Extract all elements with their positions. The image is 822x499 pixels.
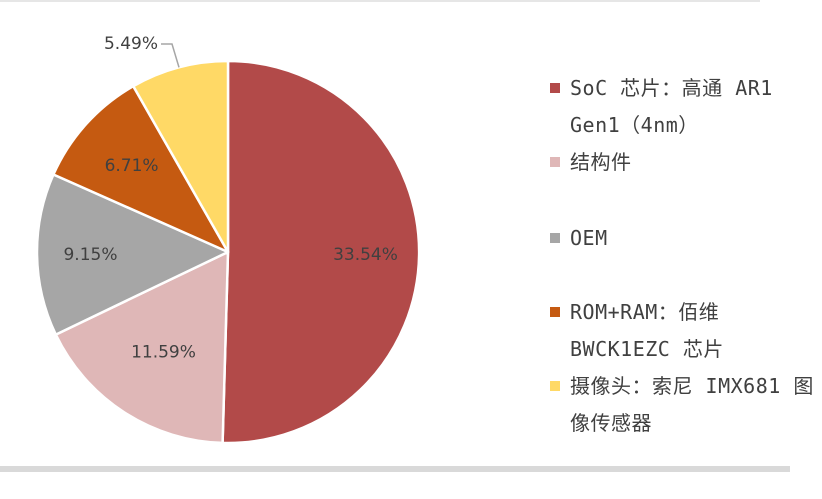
- legend-label-soc: SoC 芯片：高通 AR1 Gen1（4nm）: [570, 76, 773, 137]
- legend-item-structure: 结构件: [550, 144, 818, 181]
- legend-swatch-camera: [550, 381, 560, 391]
- pie-slice-camera: [132, 59, 230, 254]
- legend-label-memory: ROM+RAM：佰维 BWCK1EZC 芯片: [570, 300, 724, 361]
- legend-swatch-oem: [550, 233, 560, 243]
- pie-slice-structure: [54, 250, 230, 445]
- slice-label-camera: 5.49%: [104, 34, 158, 54]
- leader-line-camera: [161, 43, 180, 68]
- legend-label-oem: OEM: [570, 226, 608, 250]
- pie-slice-memory: [52, 84, 230, 254]
- legend-swatch-memory: [550, 307, 560, 317]
- slice-label-memory: 6.71%: [105, 156, 159, 176]
- legend-label-structure: 结构件: [570, 150, 632, 174]
- slice-label-soc: 33.54%: [333, 245, 398, 265]
- legend-item-oem: OEM: [550, 220, 818, 257]
- bottom-divider: [0, 466, 790, 472]
- legend-item-soc: SoC 芯片：高通 AR1 Gen1（4nm）: [550, 70, 818, 144]
- pie-slice-soc: [221, 59, 421, 445]
- legend-label-camera: 摄像头：索尼 IMX681 图像传感器: [570, 374, 814, 435]
- legend-swatch-structure: [550, 157, 560, 167]
- pie-slice-oem: [35, 173, 230, 336]
- legend-item-camera: 摄像头：索尼 IMX681 图像传感器: [550, 368, 818, 442]
- slice-label-oem: 9.15%: [63, 245, 117, 265]
- slice-label-structure: 11.59%: [131, 342, 196, 362]
- pie-chart: 33.54% 11.59% 9.15% 6.71% 5.49%: [35, 34, 421, 445]
- top-divider: [0, 0, 760, 2]
- legend-item-memory: ROM+RAM：佰维 BWCK1EZC 芯片: [550, 294, 818, 368]
- legend-swatch-soc: [550, 83, 560, 93]
